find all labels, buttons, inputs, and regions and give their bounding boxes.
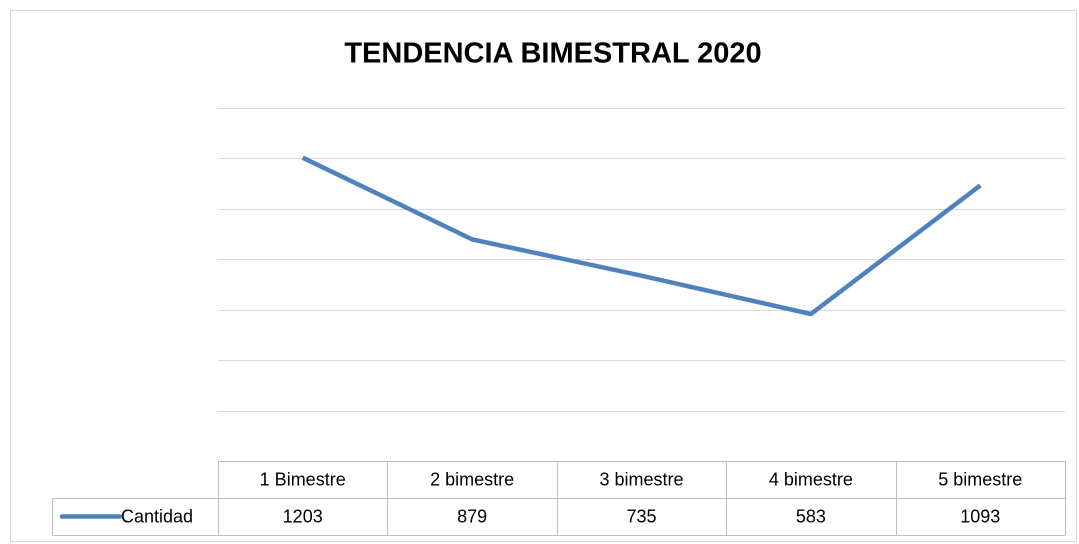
legend-label: Cantidad [121, 506, 193, 526]
data-table-value: 1203 [283, 506, 323, 526]
data-table-value: 1093 [960, 506, 1000, 526]
chart-title: TENDENCIA BIMESTRAL 2020 [344, 38, 761, 70]
x-tick-label: 4 bimestre [769, 469, 853, 489]
series-line [301, 155, 982, 317]
data-table-value: 735 [626, 506, 656, 526]
x-tick-label: 2 bimestre [430, 469, 514, 489]
x-tick-label: 1 Bimestre [260, 469, 346, 489]
chart-border [10, 10, 1077, 542]
data-table-value: 583 [796, 506, 826, 526]
x-tick-label: 3 bimestre [599, 469, 683, 489]
x-tick-label: 5 bimestre [938, 469, 1022, 489]
data-table-value: 879 [457, 506, 487, 526]
